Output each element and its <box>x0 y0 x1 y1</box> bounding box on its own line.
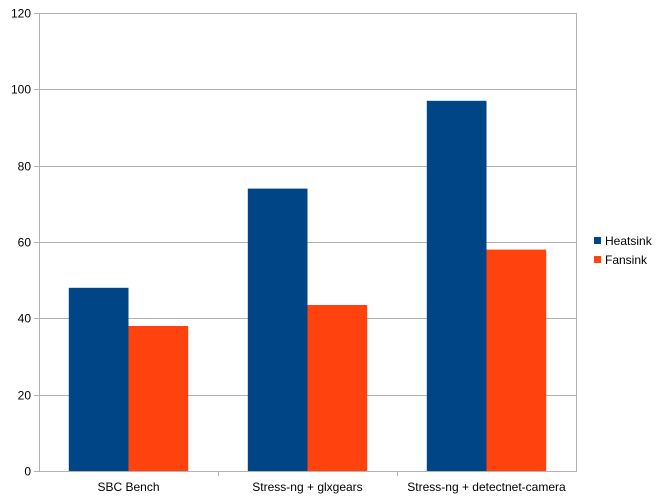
x-category-label: SBC Bench <box>97 480 159 494</box>
bar-heatsink-1 <box>68 287 129 471</box>
legend-swatch-fansink <box>594 256 601 263</box>
bars <box>68 100 547 472</box>
legend: Heatsink Fansink <box>594 234 653 267</box>
y-tick-label: 0 <box>24 465 31 479</box>
y-axis-ticks: 0 20 40 60 80 100 120 <box>11 7 31 479</box>
y-tick-label: 20 <box>18 389 32 403</box>
x-category-label: Stress-ng + glxgears <box>252 480 362 494</box>
bar-heatsink-2 <box>247 188 308 471</box>
y-tick-label: 60 <box>18 236 32 250</box>
x-category-label: Stress-ng + detectnet-camera <box>407 480 566 494</box>
bar-heatsink-3 <box>426 100 487 472</box>
y-tick-label: 120 <box>11 7 31 21</box>
legend-swatch-heatsink <box>594 237 601 244</box>
y-tick-label: 100 <box>11 83 31 97</box>
bar-fansink-2 <box>307 305 368 471</box>
legend-label-fansink: Fansink <box>605 253 648 267</box>
bar-fansink-1 <box>128 326 189 471</box>
bar-fansink-3 <box>486 249 547 471</box>
y-tick-label: 80 <box>18 160 32 174</box>
legend-label-heatsink: Heatsink <box>605 234 653 248</box>
x-axis: SBC Bench Stress-ng + glxgears Stress-ng +… <box>34 471 577 494</box>
y-tick-label: 40 <box>18 312 32 326</box>
